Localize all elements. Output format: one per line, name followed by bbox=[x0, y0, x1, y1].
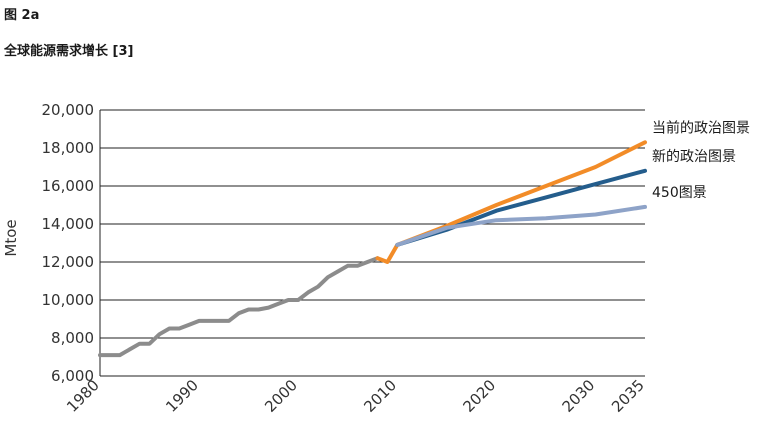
x-tick-label: 1990 bbox=[162, 376, 202, 416]
grid-lines bbox=[100, 109, 645, 377]
series-label-1: 当前的政治图景 bbox=[652, 119, 750, 136]
y-tick-label: 14,000 bbox=[42, 215, 95, 233]
x-tick-label: 2020 bbox=[459, 376, 499, 416]
y-tick-label: 6,000 bbox=[51, 367, 94, 385]
y-tick-label: 8,000 bbox=[51, 329, 94, 347]
figure-label: 图 2a bbox=[4, 8, 40, 23]
series-lines bbox=[98, 140, 647, 358]
series-line-1 bbox=[375, 140, 647, 264]
series-label-2: 新的政治图景 bbox=[652, 149, 736, 165]
y-axis: 6,000 8,000 10,000 12,000 14,000 16,000 18,000… bbox=[42, 101, 101, 385]
y-tick-label: 18,000 bbox=[42, 139, 95, 157]
x-tick-label: 2000 bbox=[261, 376, 301, 416]
series-line-3 bbox=[395, 204, 647, 247]
y-tick-label: 12,000 bbox=[42, 253, 95, 271]
x-tick-label: 2030 bbox=[559, 376, 599, 416]
x-tick-label: 2010 bbox=[360, 376, 400, 416]
x-axis: 1980 1990 2000 2010 2020 2030 2035 bbox=[63, 376, 648, 416]
series-label-3: 450图景 bbox=[652, 185, 707, 201]
y-tick-label: 10,000 bbox=[42, 291, 95, 309]
series-line-0 bbox=[98, 256, 380, 358]
y-tick-label: 16,000 bbox=[42, 177, 95, 195]
x-tick-label: 2035 bbox=[608, 376, 648, 416]
y-axis-label: Mtoe bbox=[2, 219, 20, 256]
figure-title: 全球能源需求增长 [3] bbox=[4, 44, 134, 59]
y-tick-label: 20,000 bbox=[42, 101, 95, 119]
